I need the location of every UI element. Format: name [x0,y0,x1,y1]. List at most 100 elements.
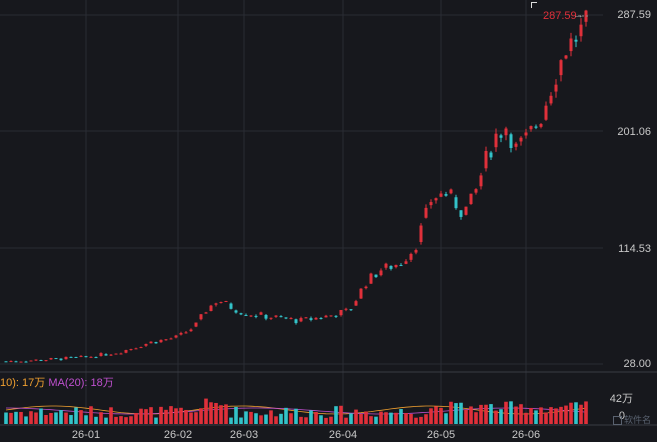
candle-body [354,301,358,306]
volume-bar [259,415,263,424]
candle-body [139,347,143,349]
grid-lines [0,0,657,426]
candle-body [244,315,248,317]
candle-body [234,310,238,313]
candle-body [204,312,208,314]
logo-icon [612,416,622,426]
candle-body [494,133,498,148]
volume-bar [204,398,208,424]
candle-body [514,143,518,147]
volume-bar [309,410,313,424]
candle-body [194,322,198,327]
candle-body [44,360,48,362]
volume-bar [329,416,333,424]
candle-body [279,316,283,318]
candle-body [99,353,103,357]
date-tick-label: 26-03 [229,429,259,441]
candle-body [424,207,428,218]
volume-bars [4,398,588,424]
candle-body [564,55,568,59]
volume-bar [129,416,133,424]
volume-bar [174,408,178,424]
volume-bar [109,407,113,424]
volume-bar [509,401,513,424]
volume-bar [544,412,548,424]
candle-body [479,175,483,187]
volume-bar [289,413,293,424]
volume-bar [29,411,33,424]
candle-body [144,343,148,346]
volume-bar [4,412,8,424]
candle-body [104,354,108,356]
volume-bar [479,404,483,424]
volume-bar [139,408,143,424]
candle-body [534,126,538,128]
volume-bar [484,404,488,424]
volume-bar [559,406,563,424]
date-tick-label: 26-04 [328,429,358,441]
price-tick-label: 287.59 [617,9,651,21]
volume-bar [114,416,118,424]
price-tick-label: 28.00 [623,358,651,370]
candle-body [434,198,438,201]
candle-body [164,339,168,341]
candle-body [309,318,313,320]
candle-body [224,301,228,303]
candle-body [154,342,158,344]
volume-bar [579,404,583,424]
candle-body [379,270,383,276]
candle-body [499,135,503,138]
candle-body [504,128,508,136]
candle-body [454,197,458,209]
volume-bar [84,415,88,424]
candle-body [449,189,453,194]
candle-body [269,317,273,319]
candle-body [399,265,403,267]
volume-bar [344,417,348,424]
volume-bar [319,415,323,424]
volume-bar [564,405,568,424]
volume-bar [194,412,198,424]
volume-bar [304,417,308,424]
candle-body [184,332,188,334]
candle-body [409,253,413,260]
volume-bar [89,406,93,424]
candle-body [359,288,363,299]
volume-bar [469,406,473,424]
volume-max-label: 42万 [609,393,633,405]
candle-body [34,359,38,361]
volume-bar [339,405,343,424]
candle-body [134,348,138,350]
candle-body [84,356,88,358]
moving-average-lines [5,15,590,415]
candle-body [404,261,408,264]
candle-body [579,24,583,37]
volume-bar [334,406,338,424]
candle-body [64,356,68,360]
volume-bar [249,411,253,424]
candle-body [9,361,13,363]
volume-bar [264,414,268,424]
date-tick-label: 26-06 [511,429,541,441]
volume-bar [179,407,183,424]
volume-bar [79,410,83,424]
candle-body [214,303,218,305]
candle-body [474,189,478,193]
volume-bar [44,414,48,424]
candle-body [349,309,353,311]
volume-bar [189,412,193,424]
volume-bar [149,407,153,424]
volume-bar [399,409,403,424]
candle-body [24,361,28,363]
volume-bar [394,412,398,424]
candle-body [374,274,378,278]
volume-bar [444,413,448,424]
volume-bar [244,411,248,424]
app-logo: 软件名 [612,416,651,426]
volume-bar [104,417,108,424]
candle-body [509,134,513,148]
candle-body [219,302,223,304]
candle-body [574,39,578,42]
volume-bar [124,417,128,424]
